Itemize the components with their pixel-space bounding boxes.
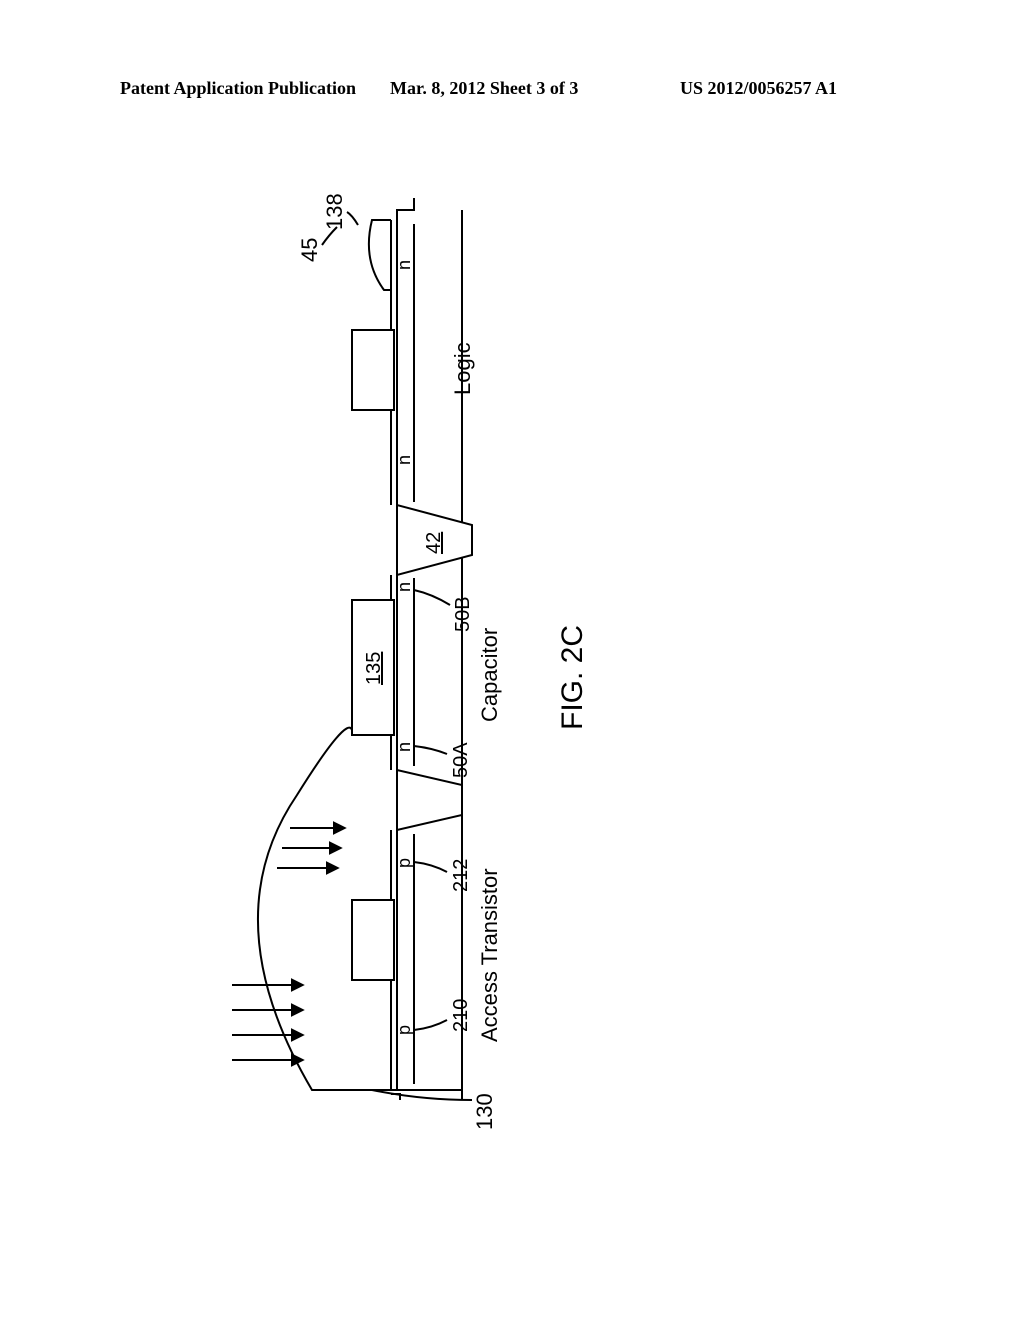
leader-138 xyxy=(347,212,358,225)
page: Patent Application Publication Mar. 8, 2… xyxy=(0,0,1024,1320)
header-left: Patent Application Publication xyxy=(120,78,356,99)
dopant-n-1: n xyxy=(394,742,414,752)
header-mid: Mar. 8, 2012 Sheet 3 of 3 xyxy=(390,78,578,99)
ref-45: 45 xyxy=(297,238,322,262)
figure-caption: FIG. 2C xyxy=(556,625,589,730)
ref-212: 212 xyxy=(450,859,472,892)
label-access-transistor: Access Transistor xyxy=(477,868,502,1042)
ref-138: 138 xyxy=(322,193,347,230)
dopant-p-1: p xyxy=(394,1025,414,1035)
ref-135: 135 xyxy=(363,652,385,685)
leader-50b xyxy=(414,590,450,605)
leader-130 xyxy=(372,1090,472,1100)
label-capacitor: Capacitor xyxy=(477,628,502,722)
leader-50a xyxy=(414,746,447,754)
ref-50b: 50B xyxy=(452,596,474,632)
ref-130: 130 xyxy=(472,1093,497,1130)
ref-210: 210 xyxy=(450,999,472,1032)
dopant-p-2: p xyxy=(394,858,414,868)
dopant-n-2: n xyxy=(394,582,414,592)
ref-42: 42 xyxy=(423,532,445,554)
dopant-n-3: n xyxy=(394,455,414,465)
leader-212 xyxy=(414,862,447,872)
label-logic: Logic xyxy=(450,342,475,395)
sti-1 xyxy=(397,770,462,830)
dopant-n-4: n xyxy=(394,260,414,270)
figure-svg: 135 130 138 xyxy=(162,170,862,1150)
gate-logic xyxy=(352,330,394,410)
header-right: US 2012/0056257 A1 xyxy=(680,78,837,99)
resist-138-outline xyxy=(369,220,391,290)
ref-50a: 50A xyxy=(450,742,472,778)
edge-step-right xyxy=(397,198,414,220)
leader-210 xyxy=(414,1020,447,1030)
figure-2c: 135 130 138 xyxy=(162,170,862,1150)
